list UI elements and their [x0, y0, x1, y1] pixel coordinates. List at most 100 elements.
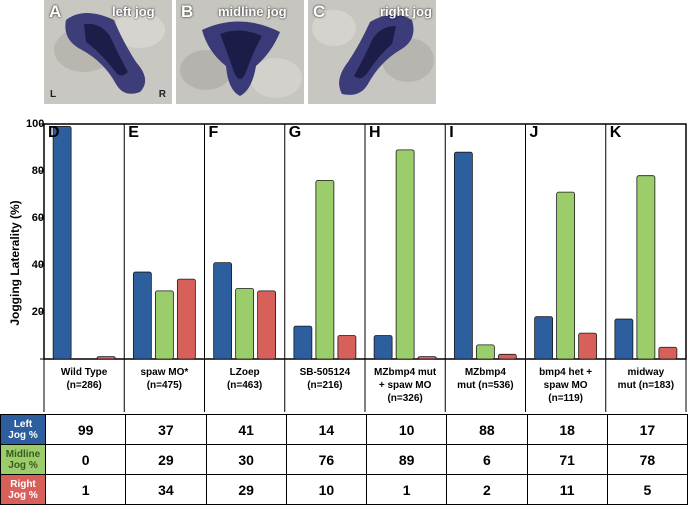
right-side-label: R: [158, 89, 166, 100]
panel-letter-g: G: [288, 124, 302, 141]
table-cell: 18: [526, 414, 608, 445]
category-label-line: + spaw MO: [378, 380, 432, 391]
category-label-line: (n=475): [146, 380, 183, 391]
photo-caption-c: right jog: [380, 4, 432, 19]
bar-midline-I: [475, 344, 495, 360]
panel-letter-k: K: [609, 124, 622, 141]
table-cell: 37: [125, 414, 207, 445]
y-tick-100: 100: [26, 118, 45, 130]
table-cell: 0: [44, 444, 127, 475]
table-cell: 29: [125, 444, 207, 475]
table-cell: 10: [285, 474, 368, 505]
panel-letter-b: B: [181, 2, 194, 21]
category-label-line: Wild Type: [60, 367, 108, 378]
table-cell: 76: [285, 444, 368, 475]
table-cell: 10: [365, 414, 448, 445]
category-label-line: mut (n=183): [617, 380, 675, 391]
table-cell: 1: [44, 474, 127, 505]
bar-right-E: [176, 278, 196, 360]
table-cell: 30: [205, 444, 287, 475]
category-label: MZbmp4 mut (n=536): [445, 366, 525, 392]
row-header: Left Jog %: [0, 414, 46, 445]
bar-midline-G: [315, 180, 335, 360]
bar-right-K: [658, 346, 678, 360]
bar-right-H: [417, 356, 437, 360]
y-tick-20: 20: [31, 306, 44, 318]
category-label: SB-505124 (n=216): [285, 366, 365, 392]
category-label: midway mut (n=183): [606, 366, 686, 392]
category-label-line: (n=286): [66, 380, 102, 391]
bar-right-I: [497, 353, 517, 360]
table-cell: 34: [125, 474, 207, 505]
category-label-line: (n=216): [307, 380, 343, 391]
bar-midline-F: [235, 288, 255, 360]
panel-letter-c: C: [313, 2, 326, 21]
category-label: MZbmp4 mut + spaw MO (n=326): [365, 366, 445, 405]
bar-midline-H: [395, 149, 415, 360]
row-header-line: Jog %: [8, 459, 38, 471]
bar-left-J: [534, 316, 554, 360]
y-tick-80: 80: [31, 165, 44, 177]
values-table: Left Jog % 99 37 41 14 10 88 18 17 Midline Jog % 0 29…: [0, 414, 688, 505]
table-cell: 14: [285, 414, 368, 445]
row-header: Midline Jog %: [0, 444, 46, 475]
table-cell: 6: [446, 444, 528, 475]
photo-caption-b: midline jog: [218, 4, 287, 19]
bar-left-K: [614, 318, 634, 360]
bar-left-D: [52, 125, 72, 360]
category-label-line: MZbmp4 mut: [374, 367, 437, 378]
bar-chart: [40, 123, 687, 412]
row-header: Right Jog %: [0, 474, 46, 505]
category-label-line: MZbmp4: [464, 367, 506, 378]
category-label-line: midway: [627, 367, 665, 378]
bar-right-G: [337, 335, 357, 360]
photo-caption-a: left jog: [112, 4, 155, 19]
category-label-line: (n=119): [548, 393, 583, 404]
category-label-line: (n=463): [226, 380, 263, 391]
photo-panel-c: C right jog: [308, 0, 436, 104]
table-cell: 99: [44, 414, 127, 445]
panel-letter-a: A: [49, 2, 62, 21]
bar-midline-K: [636, 175, 656, 360]
table-cell: 11: [526, 474, 608, 505]
category-label: spaw MO* (n=475): [124, 366, 204, 392]
category-label-line: mut (n=536): [457, 380, 514, 391]
category-label: Wild Type (n=286): [44, 366, 124, 392]
row-header-line: Jog %: [8, 489, 38, 501]
bar-right-J: [578, 332, 598, 360]
table-cell: 29: [205, 474, 287, 505]
table-cell: 89: [365, 444, 448, 475]
panel-letter-j: J: [529, 124, 539, 141]
y-tick-60: 60: [31, 212, 44, 224]
table-row: Left Jog % 99 37 41 14 10 88 18 17: [0, 414, 688, 445]
bar-left-E: [132, 271, 152, 360]
panel-letter-e: E: [128, 124, 139, 141]
row-header-line: Jog %: [8, 429, 38, 441]
bar-left-H: [373, 335, 393, 360]
row-header-line: Right: [10, 478, 36, 490]
table-cell: 17: [606, 414, 688, 445]
row-header-line: Left: [13, 418, 33, 430]
photo-panel-b: B midline jog: [176, 0, 304, 104]
table-cell: 1: [365, 474, 448, 505]
y-tick-40: 40: [31, 259, 44, 271]
photo-panel-a: A left jog L R: [44, 0, 172, 104]
bar-left-I: [453, 151, 473, 360]
category-label: LZoep (n=463): [205, 366, 285, 392]
category-label-line: SB-505124: [299, 367, 351, 378]
category-label-line: spaw MO*: [140, 367, 189, 378]
bar-left-G: [293, 325, 313, 360]
table-cell: 88: [446, 414, 528, 445]
bar-right-F: [257, 290, 277, 360]
embryo-image-midline-jog: [176, 0, 304, 104]
category-label-line: (n=326): [387, 393, 423, 404]
panel-letter-i: I: [449, 124, 454, 141]
panel-letter-f: F: [208, 124, 219, 141]
row-header-line: Midline: [5, 448, 41, 460]
table-cell: 2: [446, 474, 528, 505]
panel-letter-d: D: [48, 124, 60, 141]
category-label-line: spaw MO: [543, 380, 588, 391]
table-cell: 71: [526, 444, 608, 475]
embryo-image-right-jog: [308, 0, 436, 104]
bar-midline-E: [154, 290, 174, 360]
